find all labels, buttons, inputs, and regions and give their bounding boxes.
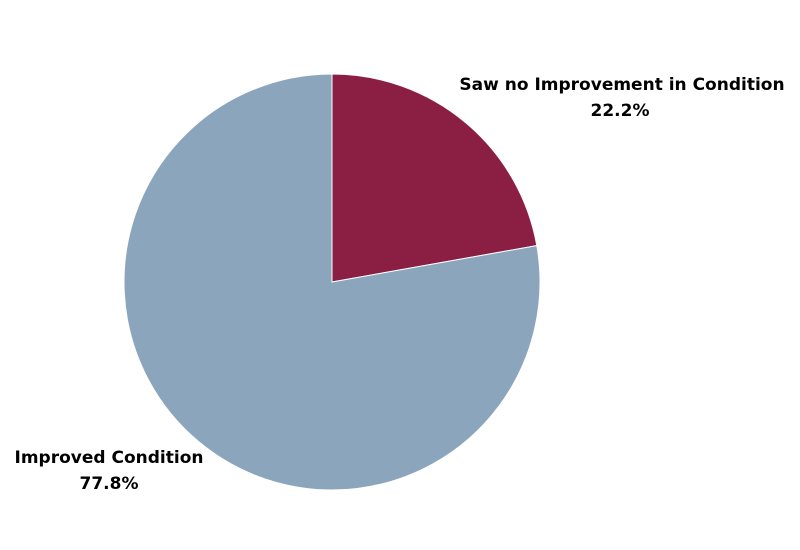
slice-label-group-improved: Improved Condition 77.8% [15,448,204,494]
pie-slices [123,73,541,491]
slice-label-group-no-improvement: Saw no Improvement in Condition 22.2% [459,75,784,121]
slice-value-improved: 77.8% [80,474,139,494]
slice-label-no-improvement: Saw no Improvement in Condition [459,75,784,95]
slice-value-no-improvement: 22.2% [591,101,650,121]
slice-label-improved: Improved Condition [15,448,204,468]
pie-slice-no-improvement [331,73,538,283]
pie-slice-improved [123,73,541,491]
